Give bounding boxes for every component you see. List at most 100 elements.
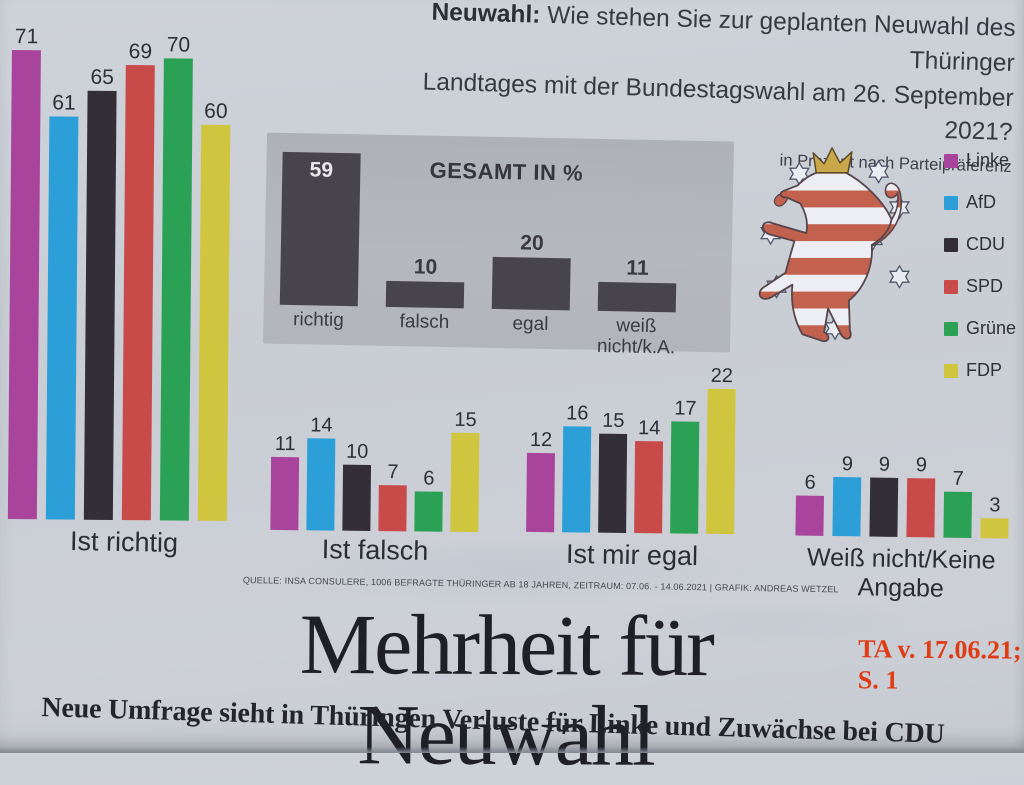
group-label-ist-falsch: Ist falsch [321, 534, 429, 566]
bar-fdp [980, 518, 1009, 539]
bar-value-label: 10 [345, 440, 369, 463]
gesamt-col-1: 10 falsch [385, 255, 465, 333]
gesamt-col-3: 11 weiß nicht/k.A. [597, 256, 677, 358]
legend-item-spd: SPD [944, 276, 1016, 297]
bar-grüne [414, 491, 443, 532]
bar-col-grüne: 17 [670, 397, 700, 534]
bar-value-label: 60 [204, 99, 228, 123]
bar-value-label: 69 [128, 39, 153, 63]
bar-col-spd: 7 [378, 461, 407, 532]
gesamt-value-label: 59 [309, 157, 334, 182]
bar-value-label: 70 [166, 33, 191, 57]
photo-bottom-edge [0, 747, 1024, 753]
annotation-line1: TA v. 17.06.21; [858, 634, 1022, 665]
bar-value-label: 14 [637, 416, 661, 439]
bar-col-afd: 9 [832, 452, 862, 537]
group-label-weiss-nicht: Weiß nicht/Keine Angabe [806, 543, 996, 603]
bar-col-cdu: 10 [342, 440, 372, 531]
legend-item-afd: AfD [944, 192, 1016, 213]
gesamt-category-label: falsch [399, 311, 450, 334]
bar-col-spd: 14 [634, 416, 664, 534]
bar-col-afd: 61 [45, 91, 79, 520]
legend-item-grüne: Grüne [944, 318, 1016, 339]
gesamt-bar [385, 280, 465, 309]
bar-spd [906, 477, 936, 538]
bar-value-label: 7 [952, 467, 964, 490]
bar-value-label: 71 [14, 25, 39, 49]
gesamt-value-label: 20 [520, 231, 544, 255]
bar-value-label: 17 [674, 397, 697, 420]
headline: Mehrheit für Neuwahl [299, 595, 713, 785]
bar-value-label: 12 [529, 428, 553, 451]
chart-ist-richtig: 71 61 65 69 70 60 [7, 23, 231, 521]
gesamt-bar [597, 282, 677, 313]
bar-value-label: 15 [454, 408, 477, 432]
bar-col-fdp: 22 [706, 365, 736, 535]
bar-value-label: 9 [878, 453, 891, 476]
bar-col-fdp: 3 [980, 494, 1009, 539]
poll-question-line1: Wie stehen Sie zur geplanten Neuwahl des… [540, 1, 1016, 77]
bar-linke [270, 457, 300, 531]
bar-value-label: 6 [804, 472, 816, 495]
bar-col-spd: 9 [906, 453, 936, 538]
bar-afd [306, 437, 336, 531]
bar-value-label: 9 [841, 452, 854, 475]
bar-grüne [159, 58, 193, 521]
gesamt-col-0: 59 richtig [279, 151, 361, 331]
legend-label: FDP [966, 360, 1002, 380]
source-credit: QUELLE: INSA CONSULERE, 1006 BEFRAGTE TH… [242, 575, 839, 595]
bar-col-cdu: 15 [598, 409, 628, 533]
bar-col-grüne: 70 [159, 33, 193, 521]
legend-label: SPD [966, 276, 1004, 296]
legend-label: Linke [966, 150, 1010, 170]
chart-weiss-nicht: 6 9 9 9 7 3 [795, 451, 1009, 539]
bar-col-afd: 14 [306, 414, 336, 531]
bar-afd [45, 116, 79, 520]
bar-col-fdp: 60 [197, 99, 231, 521]
legend-label: CDU [966, 234, 1005, 254]
gesamt-value-label: 11 [626, 256, 649, 281]
bar-value-label: 9 [915, 453, 928, 476]
gesamt-bar: 59 [279, 151, 361, 307]
gesamt-category-label: richtig [292, 309, 345, 332]
bar-value-label: 61 [52, 91, 76, 116]
bar-fdp [450, 432, 480, 533]
bar-col-linke: 11 [270, 433, 300, 531]
bar-spd [378, 484, 407, 532]
thuringia-coat-of-arms-icon [742, 140, 932, 358]
bar-spd [121, 64, 155, 521]
red-date-annotation: TA v. 17.06.21; S. 1 [858, 633, 1022, 697]
legend-item-fdp: FDP [944, 360, 1016, 381]
gesamt-value-label: 10 [413, 255, 438, 279]
bar-linke [526, 452, 555, 533]
bar-cdu [342, 464, 372, 531]
bar-col-grüne: 6 [414, 468, 443, 532]
bar-cdu [869, 477, 899, 537]
legend-label: AfD [966, 192, 997, 212]
legend-item-linke: Linke [944, 150, 1016, 171]
bar-col-afd: 16 [562, 402, 592, 533]
poll-question-prefix: Neuwahl: [431, 0, 541, 29]
bar-value-label: 65 [90, 65, 114, 89]
annotation-line2: S. 1 [857, 665, 899, 695]
bar-value-label: 15 [602, 409, 625, 432]
bar-value-label: 3 [989, 494, 1001, 517]
bar-value-label: 16 [566, 402, 589, 425]
gesamt-bar [491, 256, 571, 311]
legend-swatch-afd [944, 195, 958, 210]
gesamt-col-2: 20 egal [491, 231, 571, 335]
bar-grüne [670, 421, 700, 534]
legend-item-cdu: CDU [944, 234, 1016, 255]
legend-swatch-grüne [944, 321, 958, 336]
gesamt-category-label: egal [512, 313, 549, 335]
chart-ist-falsch: 11 14 10 7 6 15 [270, 405, 480, 533]
bar-grüne [943, 491, 973, 538]
bar-afd [832, 476, 862, 537]
legend-swatch-linke [944, 153, 958, 168]
chart-ist-mir-egal: 12 16 15 14 17 22 [526, 361, 736, 535]
gesamt-category-label: weiß nicht/k.A. [596, 315, 676, 359]
gesamt-bars: 59 richtig 10 falsch 20 egal 11 weiß nicht/k.A. [279, 133, 679, 358]
bar-fdp [197, 124, 231, 521]
bar-afd [562, 426, 592, 533]
